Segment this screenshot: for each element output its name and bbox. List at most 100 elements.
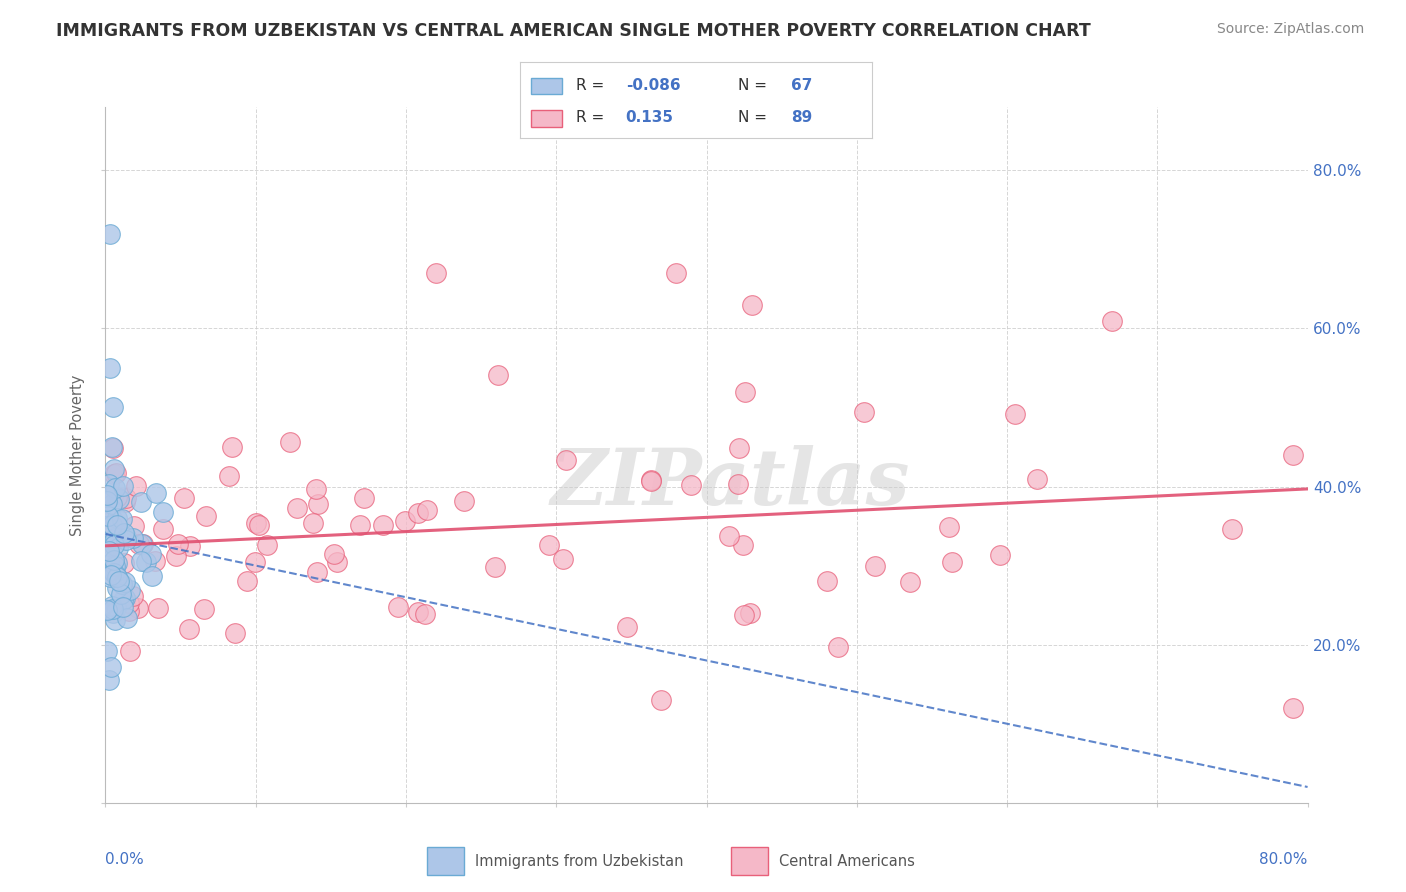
Point xyxy=(145,486,167,500)
Point xyxy=(733,608,755,623)
Point xyxy=(1281,701,1303,715)
Point xyxy=(718,528,741,542)
Y-axis label: Single Mother Poverty: Single Mother Poverty xyxy=(70,375,86,535)
Point xyxy=(665,266,688,280)
Point xyxy=(131,495,153,509)
Point xyxy=(640,474,662,488)
Point xyxy=(416,502,439,516)
Point xyxy=(104,466,127,480)
Point xyxy=(256,538,278,552)
Point xyxy=(121,531,143,545)
Point xyxy=(224,626,246,640)
Point xyxy=(129,554,152,568)
Point xyxy=(245,516,267,530)
Point xyxy=(96,534,118,549)
Point xyxy=(486,368,509,383)
Point xyxy=(406,605,429,619)
Point xyxy=(135,555,157,569)
Point xyxy=(941,556,963,570)
Point xyxy=(301,516,323,530)
Point xyxy=(1101,313,1123,327)
Point xyxy=(307,497,329,511)
Point xyxy=(988,548,1011,562)
Point xyxy=(101,599,124,613)
Point xyxy=(738,606,761,620)
Point xyxy=(105,570,128,584)
Point xyxy=(734,384,756,399)
Point xyxy=(132,537,155,551)
Point xyxy=(110,512,132,526)
Point xyxy=(104,531,127,545)
Point xyxy=(98,554,121,568)
Point xyxy=(247,518,270,533)
Text: 89: 89 xyxy=(790,111,813,125)
Point xyxy=(101,441,124,455)
Point xyxy=(103,467,125,481)
Point xyxy=(103,602,125,616)
Point xyxy=(110,587,132,601)
Point xyxy=(852,405,875,419)
Point xyxy=(101,513,124,527)
Point xyxy=(101,497,124,511)
Point xyxy=(122,519,145,533)
Point xyxy=(221,440,243,454)
Point xyxy=(98,570,121,584)
Point xyxy=(98,673,121,688)
FancyBboxPatch shape xyxy=(427,847,464,875)
Point xyxy=(96,644,118,658)
Point xyxy=(728,442,751,456)
Point xyxy=(285,501,308,516)
Point xyxy=(100,501,122,516)
Point xyxy=(96,493,118,508)
Text: ZIPatlas: ZIPatlas xyxy=(551,444,910,521)
Point xyxy=(98,227,121,241)
Point xyxy=(139,547,162,561)
Text: Source: ZipAtlas.com: Source: ZipAtlas.com xyxy=(1216,22,1364,37)
Point xyxy=(114,491,136,506)
Point xyxy=(111,576,134,591)
Text: Immigrants from Uzbekistan: Immigrants from Uzbekistan xyxy=(475,854,683,869)
Point xyxy=(938,520,960,534)
Point xyxy=(131,537,153,551)
Point xyxy=(179,539,201,553)
Point xyxy=(731,538,754,552)
Point xyxy=(103,461,125,475)
Point xyxy=(218,469,240,483)
Point xyxy=(108,491,131,506)
Point xyxy=(101,489,124,503)
Point xyxy=(152,505,174,519)
Point xyxy=(118,582,141,597)
Point xyxy=(114,533,136,547)
Point xyxy=(406,506,429,520)
Point xyxy=(96,603,118,617)
Point xyxy=(326,555,349,569)
Point xyxy=(1281,448,1303,462)
Point xyxy=(97,477,120,491)
Point xyxy=(108,574,131,589)
Point xyxy=(111,593,134,607)
Point xyxy=(104,613,127,627)
FancyBboxPatch shape xyxy=(531,78,562,95)
Point xyxy=(815,574,838,589)
Point xyxy=(243,555,266,569)
Point xyxy=(616,620,638,634)
Point xyxy=(165,549,187,564)
Point xyxy=(118,596,141,610)
Point xyxy=(193,602,215,616)
Point xyxy=(425,266,447,280)
Point xyxy=(114,574,136,589)
Point xyxy=(103,553,125,567)
Point xyxy=(114,495,136,509)
Point xyxy=(1220,522,1243,536)
Point xyxy=(105,517,128,532)
Point xyxy=(555,453,578,467)
Point xyxy=(101,607,124,621)
Point xyxy=(650,693,672,707)
Point xyxy=(97,509,120,524)
Point xyxy=(107,541,129,556)
Point xyxy=(551,551,574,566)
Point xyxy=(112,600,135,615)
Point xyxy=(128,537,150,551)
Point xyxy=(103,538,125,552)
Point xyxy=(413,607,436,621)
